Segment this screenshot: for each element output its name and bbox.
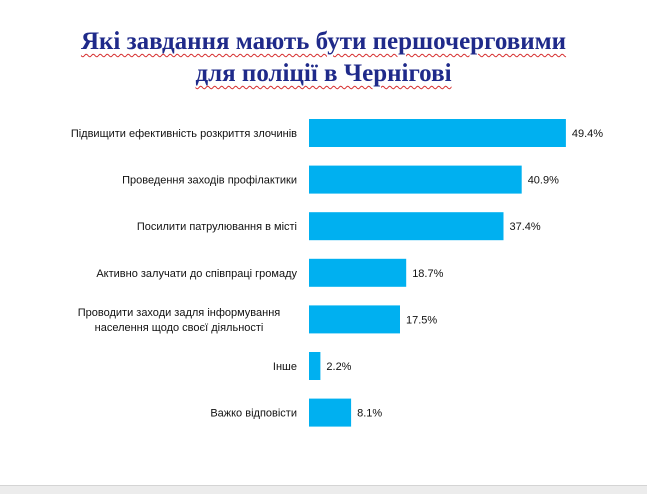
chart-title: Які завдання мають бути першочерговими д…	[0, 26, 647, 90]
bar-5	[309, 305, 400, 334]
category-label-1: Підвищити ефективність розкриття злочині…	[71, 128, 297, 140]
category-label-2: Проведення заходів профілактики	[122, 175, 297, 187]
chart-title-line-1: Які завдання мають бути першочерговими	[80, 28, 567, 55]
bar-6	[309, 352, 321, 380]
bar-3	[309, 212, 504, 241]
category-label-3: Посилити патрулювання в місті	[137, 221, 297, 233]
bar-value-label-7: 8.1%	[357, 408, 382, 420]
bar-7	[309, 398, 352, 427]
bar-value-label-3: 37.4%	[510, 221, 541, 233]
bar-2	[309, 165, 522, 194]
bar-4	[309, 258, 407, 287]
window-bottom-edge	[0, 485, 647, 494]
category-label-4: Активно залучати до співпраці громаду	[96, 268, 297, 280]
bar-value-label-1: 49.4%	[572, 128, 603, 140]
category-label-6: Інше	[273, 361, 297, 373]
chart-title-line-2: для поліції в Чернігові	[195, 60, 452, 87]
bar-1	[309, 119, 566, 147]
bar-value-label-6: 2.2%	[326, 361, 351, 373]
category-label-7: Важко відповісти	[210, 408, 297, 420]
bar-value-label-5: 17.5%	[406, 314, 437, 326]
category-label-5: Проводити заходи задля інформування насел…	[78, 307, 281, 334]
bar-value-label-4: 18.7%	[412, 268, 443, 280]
bar-value-label-2: 40.9%	[528, 175, 559, 187]
